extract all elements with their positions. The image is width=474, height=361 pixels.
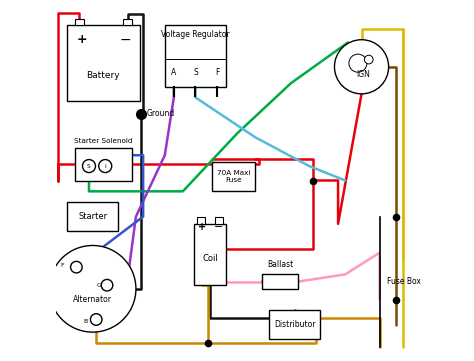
Text: Coil: Coil xyxy=(202,254,218,262)
Text: Voltage Regulator: Voltage Regulator xyxy=(161,30,230,39)
Bar xyxy=(194,224,226,285)
Circle shape xyxy=(335,40,389,94)
Text: A: A xyxy=(171,68,176,77)
Circle shape xyxy=(99,160,112,173)
Text: 70A Maxi
Fuse: 70A Maxi Fuse xyxy=(217,170,250,183)
Bar xyxy=(123,19,132,25)
Bar xyxy=(165,25,226,87)
Circle shape xyxy=(82,160,95,173)
Circle shape xyxy=(365,55,373,64)
Text: −: − xyxy=(119,33,131,47)
Text: Starter: Starter xyxy=(78,212,107,221)
Circle shape xyxy=(101,279,113,291)
Text: Distributor: Distributor xyxy=(274,321,316,329)
Text: S: S xyxy=(87,164,91,169)
Text: Starter Solenoid: Starter Solenoid xyxy=(74,138,133,144)
Text: Ballast: Ballast xyxy=(267,260,293,269)
Bar xyxy=(262,274,298,289)
Bar xyxy=(67,25,139,101)
Bar xyxy=(270,310,320,339)
Circle shape xyxy=(349,54,367,72)
Bar xyxy=(215,217,223,224)
Bar xyxy=(197,217,205,224)
Bar xyxy=(74,148,132,180)
Text: IGN: IGN xyxy=(356,70,370,78)
Text: F: F xyxy=(215,68,219,77)
Bar xyxy=(212,162,255,191)
Text: −: − xyxy=(214,222,224,232)
Text: S: S xyxy=(193,68,198,77)
Text: +: + xyxy=(76,33,87,46)
Circle shape xyxy=(71,261,82,273)
Bar xyxy=(74,19,83,25)
Text: Battery: Battery xyxy=(87,71,120,80)
Text: Fuse Box: Fuse Box xyxy=(387,277,421,286)
Circle shape xyxy=(91,314,102,325)
Bar xyxy=(67,202,118,231)
Text: Alternator: Alternator xyxy=(73,295,112,304)
Text: B: B xyxy=(83,319,87,324)
Circle shape xyxy=(49,245,136,332)
Text: I: I xyxy=(104,164,106,169)
Text: +: + xyxy=(198,222,206,232)
Text: F: F xyxy=(60,263,64,268)
Text: G: G xyxy=(97,283,101,288)
Text: Ground: Ground xyxy=(147,109,175,118)
